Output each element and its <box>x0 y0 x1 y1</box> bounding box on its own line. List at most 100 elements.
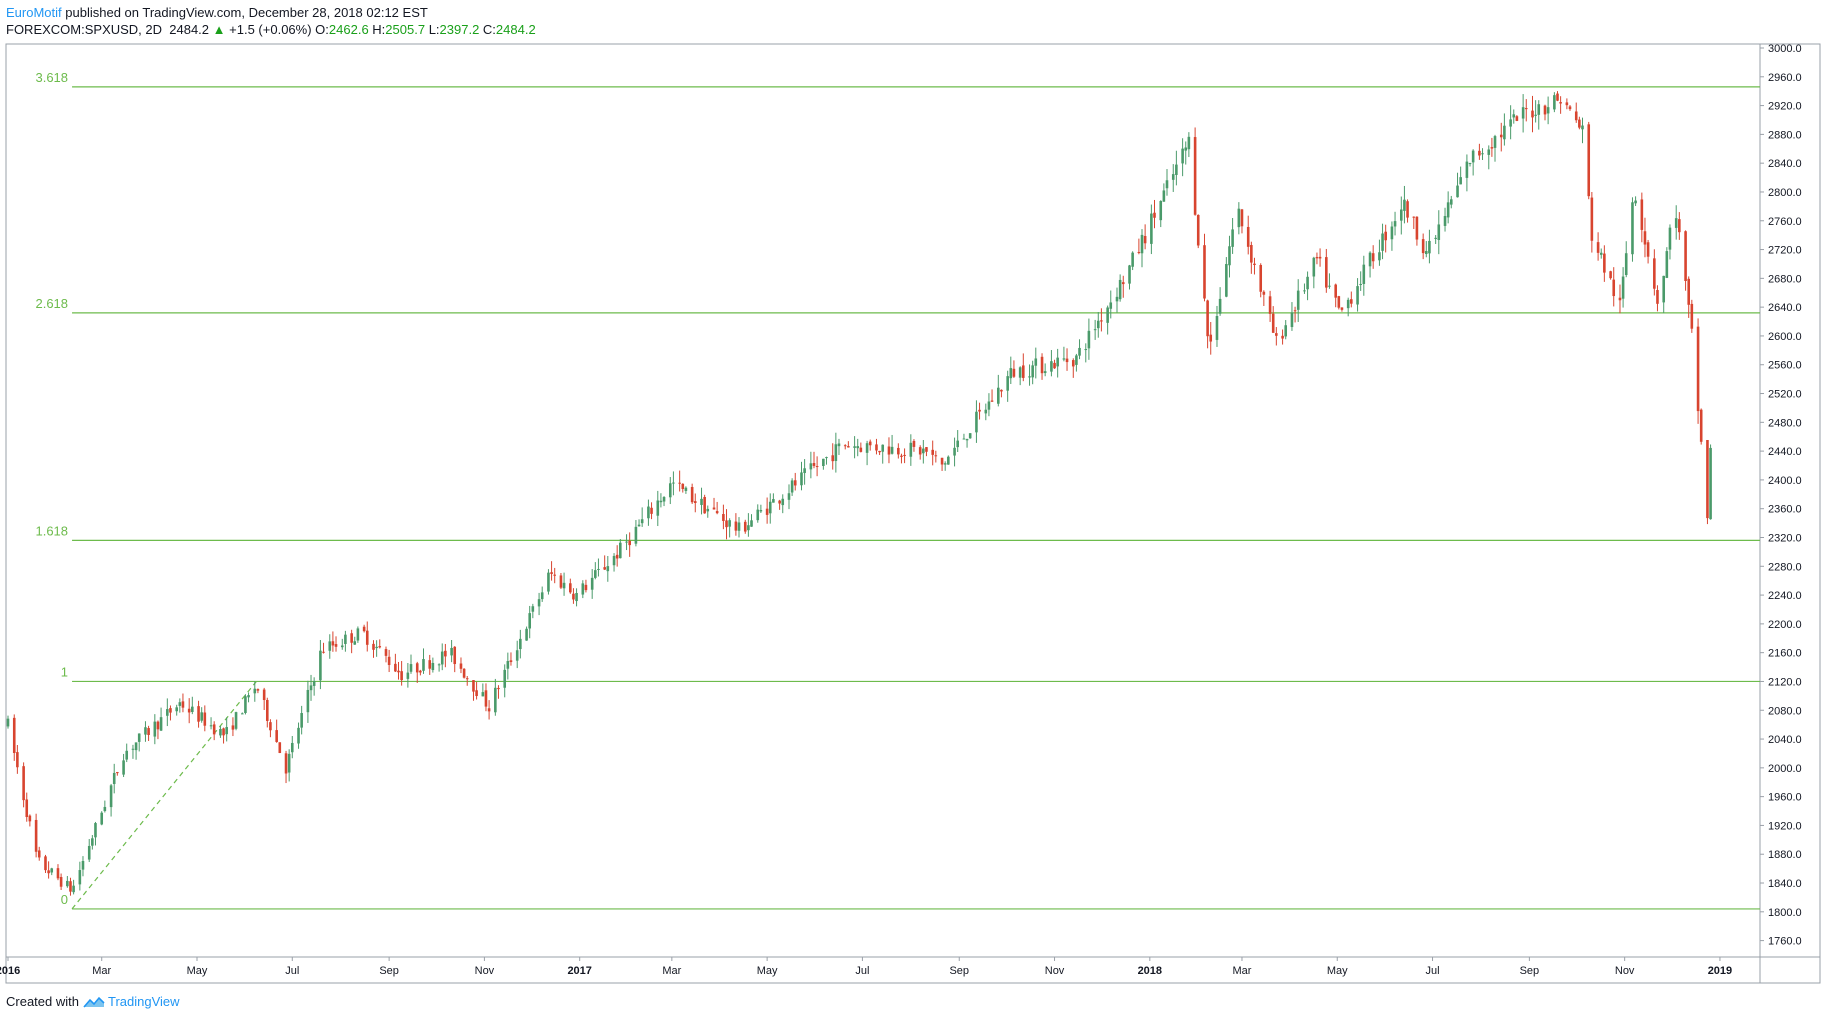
y-tick-label: 3000.0 <box>1768 43 1802 55</box>
open-value: 2462.6 <box>328 22 369 37</box>
candle <box>147 725 150 741</box>
candle <box>300 705 303 735</box>
candle <box>59 873 63 891</box>
candle <box>1268 290 1272 322</box>
candle <box>1412 216 1416 230</box>
candle <box>1546 96 1550 125</box>
candle <box>1031 360 1034 385</box>
fib-trend-line[interactable] <box>71 681 257 910</box>
candle <box>1318 248 1322 267</box>
candle <box>1093 319 1097 340</box>
candle <box>540 586 544 602</box>
author-link[interactable]: EuroMotif <box>6 5 62 20</box>
candle <box>1687 276 1691 318</box>
candle <box>112 763 116 794</box>
candle <box>1078 339 1081 360</box>
candle <box>1315 252 1319 265</box>
candle <box>25 792 29 822</box>
candle <box>256 688 260 694</box>
candle <box>528 605 532 639</box>
candle <box>800 461 803 491</box>
candle <box>1531 95 1534 133</box>
candle <box>244 694 247 715</box>
candle <box>400 661 403 686</box>
candle <box>309 674 313 701</box>
candle <box>1424 241 1428 258</box>
candle <box>1118 274 1122 302</box>
candle <box>672 471 675 496</box>
candle <box>22 762 25 808</box>
candle <box>678 470 681 492</box>
x-tick-label: Nov <box>1045 965 1065 977</box>
candle <box>1303 283 1306 294</box>
candle <box>1000 389 1003 398</box>
candle <box>1096 312 1100 338</box>
candle <box>1662 275 1666 314</box>
candle <box>1053 359 1056 369</box>
candle <box>444 643 447 668</box>
candle <box>134 742 138 760</box>
fib-extension[interactable]: 3.618 2.618 1.618 1 0 <box>35 70 1760 910</box>
candle <box>750 514 753 527</box>
price-axis[interactable]: 3000.0 2960.0 2920.0 2880.0 2840.0 2800.0 2760… <box>1760 43 1802 948</box>
candle <box>1187 132 1191 158</box>
y-tick-label: 2440.0 <box>1768 446 1802 458</box>
candle <box>178 698 182 713</box>
published-text: published on TradingView.com, December 2… <box>65 5 428 20</box>
y-tick-label: 2040.0 <box>1768 734 1802 746</box>
candle <box>1246 215 1250 255</box>
candle <box>987 393 991 417</box>
candle <box>131 744 135 759</box>
candle <box>581 580 585 599</box>
candle <box>1065 348 1069 371</box>
candle <box>47 861 50 879</box>
candle <box>1050 350 1053 377</box>
candle <box>684 486 688 494</box>
candle <box>509 652 513 666</box>
candle <box>81 856 85 877</box>
candle <box>550 561 553 581</box>
candle <box>1340 307 1344 312</box>
candle <box>662 496 666 507</box>
y-tick-label: 1800.0 <box>1768 907 1802 919</box>
candle <box>1346 297 1350 317</box>
candle <box>1084 343 1088 363</box>
candle <box>637 519 641 527</box>
candle <box>269 719 272 738</box>
candle <box>1624 241 1628 278</box>
candle <box>519 629 522 659</box>
y-tick-label: 2200.0 <box>1768 619 1802 631</box>
candle <box>262 687 266 711</box>
tradingview-link[interactable]: TradingView <box>107 994 180 1009</box>
candle <box>965 438 969 448</box>
candle <box>1293 306 1297 323</box>
candle <box>1553 92 1556 113</box>
candle <box>1618 284 1622 314</box>
candle <box>572 588 575 604</box>
time-axis[interactable]: 2016 Mar May Jul Sep Nov 2017 Mar May Jul Sep Nov 20… <box>0 957 1732 977</box>
candle <box>1262 290 1266 306</box>
candle <box>793 472 797 491</box>
y-tick-label: 2960.0 <box>1768 72 1802 84</box>
candle <box>1668 224 1672 260</box>
candle <box>481 683 485 697</box>
candle <box>1699 408 1703 445</box>
x-tick-label: Mar <box>92 965 111 977</box>
candle <box>116 771 119 776</box>
candle <box>44 854 47 873</box>
candle <box>881 444 885 464</box>
candle <box>1524 99 1528 122</box>
candle <box>437 663 441 672</box>
candle <box>203 705 207 732</box>
candle <box>275 719 278 743</box>
x-tick-label: Sep <box>379 965 399 977</box>
candle <box>1578 116 1581 130</box>
candle <box>1018 366 1022 386</box>
candle <box>475 681 478 700</box>
candle <box>1231 217 1234 254</box>
candle <box>356 626 360 643</box>
candle <box>1162 183 1166 202</box>
candle <box>1665 247 1669 279</box>
candle <box>440 643 444 671</box>
